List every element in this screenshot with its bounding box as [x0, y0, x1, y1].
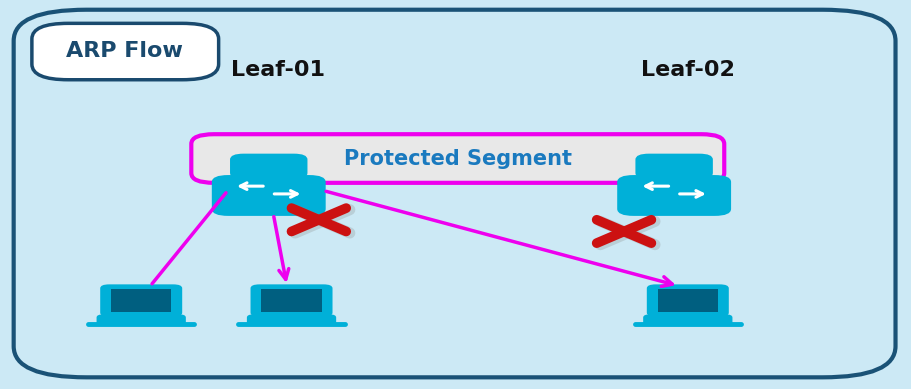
FancyBboxPatch shape: [247, 314, 336, 325]
Text: ARP Flow: ARP Flow: [67, 41, 183, 61]
FancyBboxPatch shape: [191, 134, 724, 183]
Bar: [261, 289, 322, 312]
FancyBboxPatch shape: [211, 175, 326, 216]
FancyBboxPatch shape: [100, 284, 182, 317]
FancyBboxPatch shape: [97, 314, 186, 325]
FancyBboxPatch shape: [14, 10, 896, 377]
FancyBboxPatch shape: [636, 154, 712, 179]
FancyBboxPatch shape: [230, 154, 308, 179]
FancyBboxPatch shape: [647, 284, 729, 317]
Text: Protected Segment: Protected Segment: [343, 149, 572, 168]
FancyBboxPatch shape: [251, 284, 333, 317]
Bar: [658, 289, 718, 312]
FancyBboxPatch shape: [32, 23, 219, 80]
Bar: [111, 289, 171, 312]
FancyBboxPatch shape: [643, 314, 732, 325]
FancyBboxPatch shape: [618, 175, 731, 216]
Text: Leaf-01: Leaf-01: [230, 60, 325, 80]
Text: Leaf-02: Leaf-02: [640, 60, 735, 80]
